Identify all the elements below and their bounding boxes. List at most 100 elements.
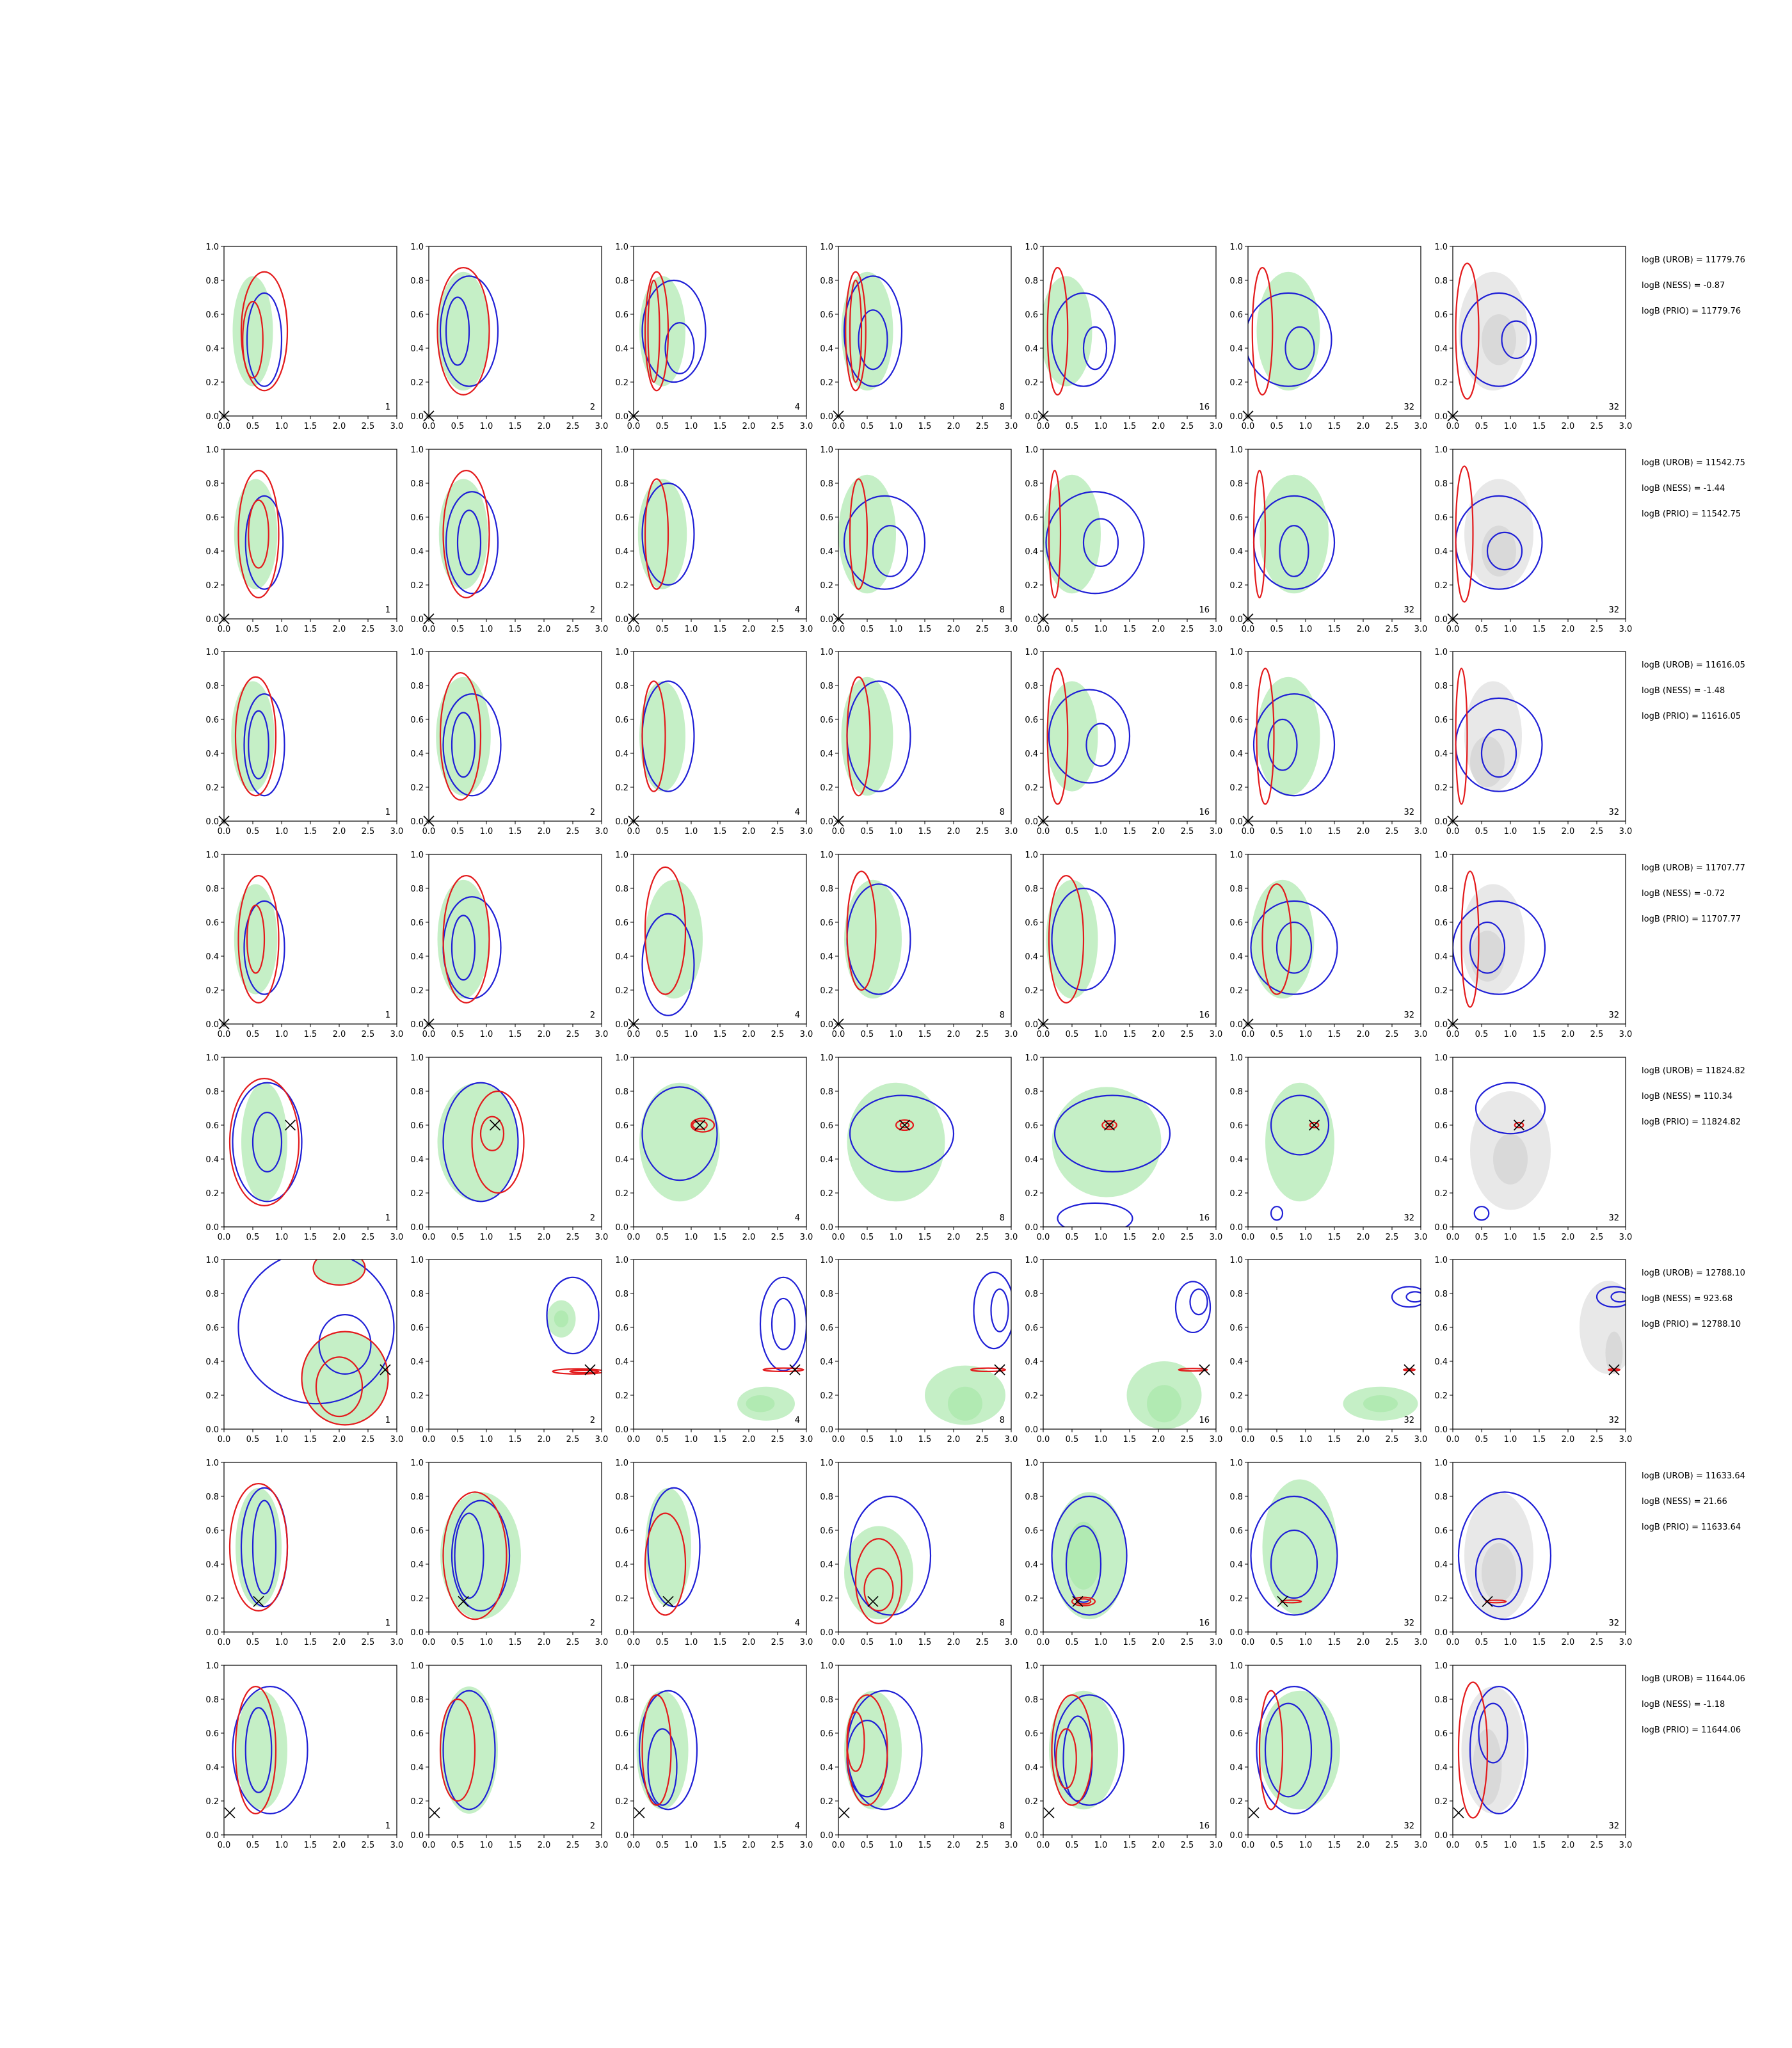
y-tick-label: 0.8 [1025,682,1038,691]
red-contour-line [234,1686,277,1814]
logb-annotation: logB (PRIO) = 11707.77 [1642,915,1741,924]
x-tick-label: 1.0 [685,1030,698,1039]
x-tick-label: 2.0 [1562,625,1575,634]
y-tick-label: 0.2 [615,986,628,996]
x-tick-label: 1.0 [1094,422,1108,431]
blue-contour-line [1460,292,1537,387]
y-tick-label: 0.2 [1434,1797,1448,1807]
blue-contour-line [849,1094,955,1172]
x-tick-label: 1.5 [1123,422,1137,431]
y-tick-label: 1.0 [1025,1661,1038,1671]
x-tick-label: 0.0 [422,1030,436,1039]
x-tick-label: 0.0 [1242,625,1255,634]
x-tick-label: 2.5 [362,1841,375,1850]
x-tick-label: 0.0 [1242,422,1255,431]
x-tick-label: 1.0 [480,1233,493,1242]
x-tick-label: 3.0 [1414,1841,1428,1850]
blue-contour-line [442,693,502,797]
x-tick-label: 1.5 [509,1233,522,1242]
y-tick-label: 1.0 [615,648,628,657]
logb-annotation: logB (NESS) = 923.68 [1642,1294,1732,1304]
red-contour-line [970,1367,1007,1373]
x-tick-label: 3.0 [595,625,609,634]
truth-marker [1482,1596,1493,1607]
red-contour-line [641,680,666,792]
x-tick-label: 1.0 [1299,422,1313,431]
x-tick-label: 2.5 [1386,1435,1399,1444]
y-tick-label: 0.0 [1229,1628,1243,1638]
x-tick-label: 2.5 [566,1841,580,1850]
y-tick-label: 1.0 [1025,243,1038,252]
y-tick-label: 0.4 [1229,1357,1243,1367]
x-tick-label: 1.5 [1123,1435,1137,1444]
x-tick-label: 2.5 [1590,1030,1604,1039]
red-contour-line [863,1567,894,1612]
panel-r2-c2: 0.0 0.5 1.0 1.5 2.0 2.5 3.0 0.0 0.2 0.4 0.6 0.8 1.0 2 [410,445,608,634]
panel-r1-c3: 0.0 0.5 1.0 1.5 2.0 2.5 3.0 0.0 0.2 0.4 0.6 0.8 1.0 4 [615,243,813,431]
x-tick-label: 3.0 [1619,1233,1633,1242]
blue-contour-line [546,1276,600,1355]
y-tick-label: 0.0 [820,615,833,625]
y-tick-label: 0.4 [820,1357,833,1367]
y-tick-label: 0.8 [1229,276,1243,286]
y-tick-label: 0.0 [1025,817,1038,827]
green-contour-fill [636,1690,689,1810]
y-tick-label: 0.0 [615,1425,628,1435]
x-tick-label: 0.0 [832,1233,845,1242]
y-tick-label: 0.2 [615,783,628,793]
panel-r8-c2: 0.0 0.5 1.0 1.5 2.0 2.5 3.0 0.0 0.2 0.4 0.6 0.8 1.0 2 [410,1661,608,1850]
red-contour-line [228,1078,300,1206]
blue-contour-line [1256,1686,1332,1814]
y-tick-label: 0.0 [1025,1831,1038,1841]
red-contour-line [479,1116,505,1151]
x-tick-label: 2.0 [742,827,756,836]
blue-contour-line [1053,1094,1171,1172]
y-tick-label: 1.0 [205,1053,219,1063]
green-contour-fill [1066,1521,1101,1590]
y-tick-label: 0.0 [1434,1223,1448,1233]
x-tick-label: 0.5 [1475,827,1489,836]
x-tick-label: 1.5 [509,422,522,431]
y-tick-label: 0.8 [1025,1087,1038,1097]
blue-contour-line [1048,689,1131,784]
x-tick-label: 0.0 [1446,1233,1460,1242]
y-tick-label: 0.0 [1025,1223,1038,1233]
x-tick-label: 1.5 [1533,1841,1546,1850]
x-tick-label: 0.5 [861,625,874,634]
x-tick-label: 2.5 [771,422,785,431]
x-tick-label: 2.5 [976,1435,989,1444]
x-tick-label: 0.5 [1475,1638,1489,1647]
y-tick-label: 1.0 [615,1053,628,1063]
red-contour-line [1402,1368,1416,1372]
panel-number-label: 8 [1000,1213,1005,1223]
logb-annotation: logB (UROB) = 11779.76 [1642,255,1745,265]
y-tick-label: 0.2 [615,1797,628,1807]
x-tick-label: 2.5 [976,1030,989,1039]
y-tick-label: 0.2 [1434,1189,1448,1199]
panel-r7-c4: 0.0 0.5 1.0 1.5 2.0 2.5 3.0 0.0 0.2 0.4 0.6 0.8 1.0 8 [820,1459,1018,1647]
y-tick-label: 1.0 [205,648,219,657]
x-tick-label: 1.5 [509,1638,522,1647]
x-tick-label: 3.0 [1005,827,1018,836]
panel-r1-c1: 0.0 0.5 1.0 1.5 2.0 2.5 3.0 0.0 0.2 0.4 0.6 0.8 1.0 1 [205,243,403,431]
logb-annotation: logB (PRIO) = 11824.82 [1642,1117,1741,1127]
red-contour-line [1048,470,1062,598]
x-tick-label: 0.5 [246,422,260,431]
x-tick-label: 3.0 [595,1030,609,1039]
red-contour-line [242,301,264,379]
x-tick-label: 0.0 [832,1841,845,1850]
x-tick-label: 3.0 [1619,1638,1633,1647]
x-tick-label: 2.0 [1152,422,1165,431]
truth-marker [1308,1119,1320,1131]
x-tick-label: 1.0 [480,827,493,836]
x-tick-label: 1.5 [714,1030,727,1039]
blue-contour-line [243,693,285,797]
blue-contour-line [451,1500,511,1612]
x-tick-label: 0.5 [861,1841,874,1850]
panel-r6-c1: 0.0 0.5 1.0 1.5 2.0 2.5 3.0 0.0 0.2 0.4 0.6 0.8 1.0 1 [205,1256,403,1444]
truth-marker [380,1364,391,1375]
y-tick-label: 0.4 [1229,1560,1243,1570]
x-tick-label: 0.0 [627,422,641,431]
x-tick-label: 2.0 [1562,827,1575,836]
y-tick-label: 0.2 [615,1594,628,1604]
